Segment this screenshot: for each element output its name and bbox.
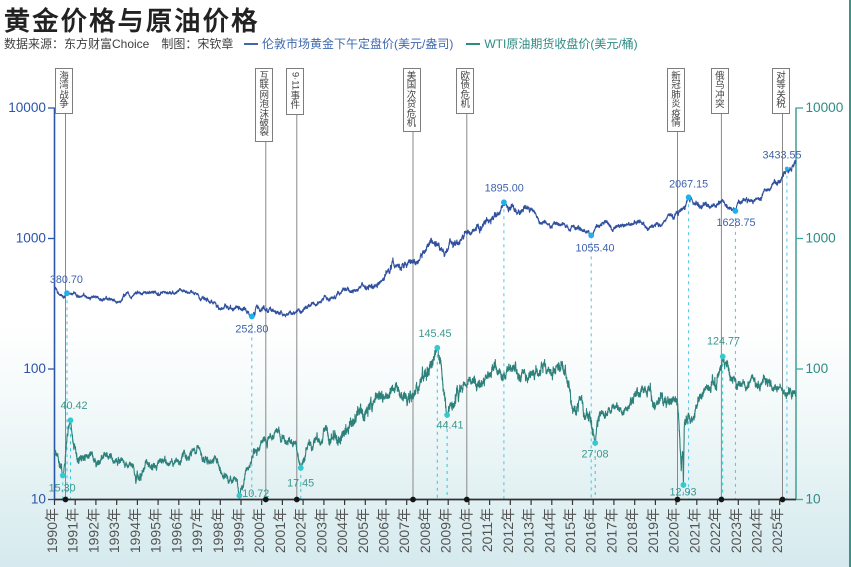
svg-text:1996年: 1996年 — [168, 508, 184, 553]
svg-text:1993年: 1993年 — [106, 508, 122, 553]
svg-text:2019年: 2019年 — [645, 508, 661, 553]
svg-text:2014年: 2014年 — [541, 508, 557, 553]
svg-text:1995年: 1995年 — [148, 508, 164, 553]
svg-text:2012年: 2012年 — [500, 508, 516, 553]
svg-text:2018年: 2018年 — [624, 508, 640, 553]
svg-text:10000: 10000 — [806, 100, 844, 115]
svg-text:2067.15: 2067.15 — [669, 179, 708, 191]
svg-text:2013年: 2013年 — [521, 508, 537, 553]
svg-text:100: 100 — [806, 361, 829, 376]
svg-text:2007年: 2007年 — [396, 508, 412, 553]
svg-text:2016年: 2016年 — [583, 508, 599, 553]
svg-text:2005年: 2005年 — [355, 508, 371, 553]
svg-text:10: 10 — [806, 492, 822, 507]
svg-text:2017年: 2017年 — [603, 508, 619, 553]
svg-text:27.08: 27.08 — [581, 449, 608, 461]
svg-text:1991年: 1991年 — [65, 508, 81, 553]
svg-text:10: 10 — [31, 492, 47, 507]
svg-text:10000: 10000 — [8, 100, 46, 115]
svg-text:15.30: 15.30 — [49, 483, 76, 495]
svg-text:2009年: 2009年 — [438, 508, 454, 553]
svg-text:100: 100 — [23, 361, 46, 376]
svg-text:2011年: 2011年 — [479, 508, 495, 552]
svg-text:44.41: 44.41 — [436, 420, 463, 432]
svg-text:1990年: 1990年 — [44, 508, 60, 553]
svg-text:145.45: 145.45 — [418, 328, 451, 340]
svg-text:1000: 1000 — [16, 231, 47, 246]
svg-text:1055.40: 1055.40 — [575, 243, 614, 255]
svg-text:2025年: 2025年 — [769, 508, 785, 553]
svg-text:1999年: 1999年 — [231, 508, 247, 553]
svg-text:2015年: 2015年 — [562, 508, 578, 553]
svg-text:2004年: 2004年 — [334, 508, 350, 553]
svg-text:1992年: 1992年 — [85, 508, 101, 553]
svg-text:2021年: 2021年 — [686, 508, 702, 553]
svg-text:2006年: 2006年 — [376, 508, 392, 553]
svg-text:1998年: 1998年 — [210, 508, 226, 553]
svg-text:124.77: 124.77 — [707, 336, 740, 348]
svg-text:2002年: 2002年 — [293, 508, 309, 553]
svg-text:1628.75: 1628.75 — [716, 217, 755, 229]
svg-text:17.45: 17.45 — [287, 477, 314, 489]
svg-text:3433.55: 3433.55 — [762, 150, 801, 162]
svg-text:2020年: 2020年 — [666, 508, 682, 553]
svg-text:252.80: 252.80 — [235, 324, 268, 336]
svg-text:2001年: 2001年 — [272, 508, 288, 553]
svg-text:1895.00: 1895.00 — [485, 183, 524, 195]
svg-text:2010年: 2010年 — [458, 508, 474, 553]
svg-text:2023年: 2023年 — [728, 508, 744, 553]
svg-text:380.70: 380.70 — [50, 274, 83, 286]
svg-text:2000年: 2000年 — [251, 508, 267, 553]
svg-text:2024年: 2024年 — [749, 508, 765, 553]
svg-text:40.42: 40.42 — [60, 400, 87, 412]
svg-text:1000: 1000 — [806, 231, 837, 246]
svg-text:2003年: 2003年 — [313, 508, 329, 553]
svg-text:1994年: 1994年 — [127, 508, 143, 553]
svg-text:10.72: 10.72 — [242, 488, 269, 500]
svg-text:12.93: 12.93 — [669, 487, 696, 499]
svg-text:2008年: 2008年 — [417, 508, 433, 553]
svg-text:1997年: 1997年 — [189, 508, 205, 553]
svg-text:2022年: 2022年 — [707, 508, 723, 553]
